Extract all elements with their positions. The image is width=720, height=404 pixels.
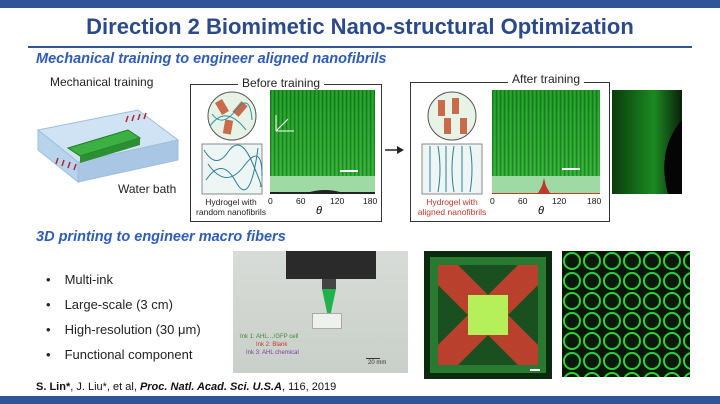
citation: S. Lin*, J. Liu*, et al, Proc. Natl. Aca… [36,381,337,393]
random-nanofibrils-illustration [201,91,263,195]
theta-label: θ [538,205,544,217]
section-heading-mechanical: Mechanical training to engineer aligned … [36,51,387,67]
ink-label-1: Ink 1: AHL…/GFP cell [240,334,299,340]
tick-120: 120 [330,196,345,206]
list-item: Functional component [46,347,201,372]
list-item: Multi-ink [46,272,201,297]
tick-180: 180 [363,196,378,206]
before-angle-histogram [270,176,375,194]
water-bath-schematic [36,109,180,184]
aligned-nanofibrils-illustration [421,91,483,195]
tick-120: 120 [552,196,567,206]
after-training-label: After training [508,72,585,86]
fiber-array-circles [562,251,690,377]
scale-label: 20 mm [368,360,387,366]
construct-overlay [430,257,546,373]
ink-label-3: Ink 3: AHL chemical [246,350,299,356]
cross-section-edge [664,120,682,194]
before-training-label: Before training [238,76,325,90]
before-fluorescence-image [270,90,375,176]
list-item: Large-scale (3 cm) [46,297,201,322]
printed-sample [312,313,342,329]
nozzle-mount [322,279,336,289]
list-item: High-resolution (30 μm) [46,322,201,347]
scale-bar [562,168,580,170]
title-divider [28,46,692,48]
slide-title: Direction 2 Biomimetic Nano-structural O… [86,14,634,39]
tick-0: 0 [268,196,273,206]
random-nanofibrils-caption: Hydrogel with random nanofibrils [196,197,266,217]
top-bar [0,0,720,8]
ink-label-2: Ink 2: Blank [256,342,288,348]
tick-0: 0 [490,196,495,206]
after-angle-histogram [492,176,600,194]
theta-axis-icon [275,115,294,132]
mechanical-training-label: Mechanical training [50,75,154,89]
printer-head [286,251,376,279]
aligned-nanofibrils-caption: Hydrogel with aligned nanofibrils [417,197,487,217]
tick-180: 180 [587,196,602,206]
tick-60: 60 [518,196,528,206]
bottom-bar [0,396,720,404]
green-nozzle [322,289,336,317]
arrow-icon [385,146,404,154]
tick-60: 60 [296,196,306,206]
theta-label: θ [316,205,322,217]
section-heading-3d-printing: 3D printing to engineer macro fibers [36,229,286,245]
after-fluorescence-image [492,90,600,176]
feature-list: Multi-ink Large-scale (3 cm) High-resolu… [46,272,201,372]
scale-bar [340,170,358,172]
water-bath-label: Water bath [118,182,177,196]
scale-bar [366,358,380,359]
